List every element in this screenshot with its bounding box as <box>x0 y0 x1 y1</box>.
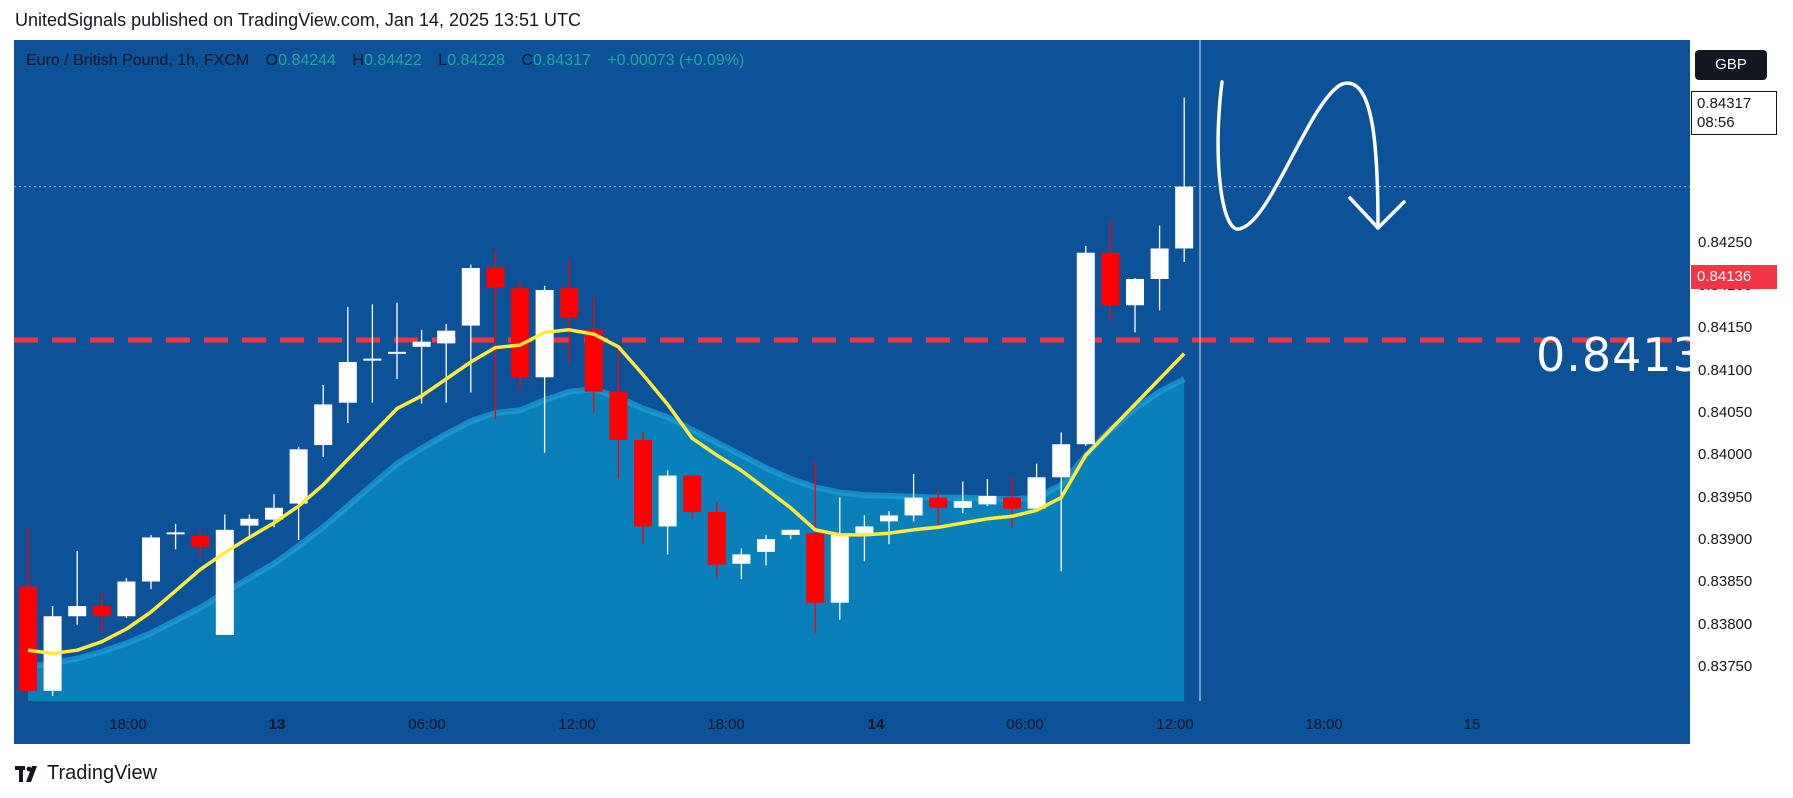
candle-body <box>904 497 923 516</box>
candle-body <box>92 606 111 617</box>
candle-body <box>68 606 87 617</box>
time-tick-label: 18:00 <box>109 716 147 733</box>
symbol-legend[interactable]: Euro / British Pound, 1h, FXCM O0.84244 … <box>26 52 744 70</box>
candle-body <box>658 475 677 527</box>
candle-body <box>314 404 333 446</box>
candle-body <box>117 581 136 617</box>
time-tick-label: 15 <box>1463 716 1481 733</box>
legend-close-value: 0.84317 <box>533 52 591 69</box>
candle-body <box>953 501 972 508</box>
candle-body <box>560 288 579 318</box>
time-tick-label: 06:00 <box>408 716 446 733</box>
candle-body <box>978 495 997 505</box>
brand-name: TradingView <box>47 762 158 784</box>
tradingview-logo-icon <box>15 765 37 782</box>
candle-body <box>437 330 456 344</box>
axis-corner <box>1690 701 1778 743</box>
candle-body <box>830 534 849 603</box>
candle-body <box>781 529 800 535</box>
level-annotation-text: 0.8413 <box>1536 328 1703 382</box>
candle-body <box>461 267 480 326</box>
price-axis[interactable]: 0.842500.842000.841500.841000.840500.840… <box>1690 40 1778 701</box>
candle-body <box>1175 186 1194 249</box>
legend-open-label: O <box>265 52 279 69</box>
candle-body <box>880 515 898 522</box>
legend-close-label: C <box>521 52 534 69</box>
candle-body <box>683 475 702 513</box>
candle-body <box>363 358 382 361</box>
price-tick-label: 0.84050 <box>1698 403 1753 421</box>
candle-body <box>609 391 628 440</box>
chart-frame[interactable]: Euro / British Pound, 1h, FXCM O0.84244 … <box>14 40 1778 744</box>
time-tick-label: 12:00 <box>1156 716 1194 733</box>
price-tick-label: 0.83800 <box>1698 615 1753 633</box>
currency-badge[interactable]: GBP <box>1695 50 1767 80</box>
price-tick-label: 0.84150 <box>1698 319 1753 337</box>
time-tick-label: 12:00 <box>558 716 596 733</box>
candle-body <box>929 497 948 508</box>
candle-body <box>166 532 185 535</box>
area-indicator-fill <box>28 379 1185 701</box>
level-price-label: 0.84136 <box>1691 265 1777 289</box>
time-tick-label: 14 <box>867 716 885 733</box>
candle-body <box>1150 248 1169 279</box>
bar-countdown: 08:56 <box>1697 114 1735 131</box>
legend-low-label: L <box>438 52 448 69</box>
candle-body <box>19 586 37 691</box>
candle-body <box>806 533 825 603</box>
publish-line: UnitedSignals published on TradingView.c… <box>15 10 582 30</box>
time-tick-label: 18:00 <box>707 716 745 733</box>
candle-body <box>215 529 234 635</box>
candle-body <box>1101 252 1120 306</box>
symbol-name: Euro / British Pound, 1h, FXCM <box>26 52 250 69</box>
price-tick-label: 0.84100 <box>1698 361 1753 379</box>
candlestick-chart[interactable] <box>14 40 1690 701</box>
price-tick-label: 0.83900 <box>1698 530 1753 548</box>
price-tick-label: 0.84250 <box>1698 234 1753 252</box>
projection-arrowhead <box>1348 196 1406 230</box>
projection-arrow <box>1216 80 1380 231</box>
price-tick-label: 0.83950 <box>1698 488 1753 506</box>
candle-body <box>142 537 160 582</box>
candle-body <box>191 535 210 547</box>
legend-open-value: 0.84244 <box>278 52 336 69</box>
candle-body <box>732 554 751 564</box>
candle-body <box>584 329 603 392</box>
price-tick-label: 0.83750 <box>1698 658 1753 676</box>
candle-body <box>1076 252 1095 445</box>
tradingview-logo[interactable]: TradingView <box>15 762 157 785</box>
legend-change: +0.00073 (+0.09%) <box>607 52 745 69</box>
time-axis[interactable]: 18:00 13 06:00 12:00 18:00 14 06:00 12:00 18:00 1… <box>14 701 1690 744</box>
time-tick-label: 13 <box>268 716 286 733</box>
candle-body <box>388 351 406 354</box>
candle-body <box>240 518 259 526</box>
last-price-label: 0.84317 08:56 <box>1691 91 1777 135</box>
legend-high-value: 0.84422 <box>363 52 422 69</box>
candle-body <box>511 288 529 378</box>
legend-low-value: 0.84228 <box>447 52 506 69</box>
price-tick-label: 0.83850 <box>1698 573 1753 591</box>
legend-high-label: H <box>352 52 364 69</box>
candle-body <box>265 507 283 520</box>
ema-line <box>27 328 1186 656</box>
candle-body <box>757 539 775 552</box>
time-tick-label: 06:00 <box>1006 716 1044 733</box>
candle-body <box>855 526 874 535</box>
candle-body <box>412 341 431 347</box>
plot-area[interactable]: Euro / British Pound, 1h, FXCM O0.84244 … <box>14 40 1702 701</box>
candle-body <box>338 362 357 403</box>
candle-body <box>634 439 652 527</box>
last-price-value: 0.84317 <box>1697 95 1752 112</box>
candle-body <box>1003 497 1021 509</box>
candle-body <box>1126 278 1144 306</box>
price-tick-label: 0.84000 <box>1698 446 1753 464</box>
candle-body <box>1027 477 1046 509</box>
candle-body <box>1052 444 1071 478</box>
candle-body <box>486 267 505 288</box>
candle-body <box>289 449 308 504</box>
candle-body <box>707 512 726 565</box>
time-tick-label: 18:00 <box>1305 716 1343 733</box>
